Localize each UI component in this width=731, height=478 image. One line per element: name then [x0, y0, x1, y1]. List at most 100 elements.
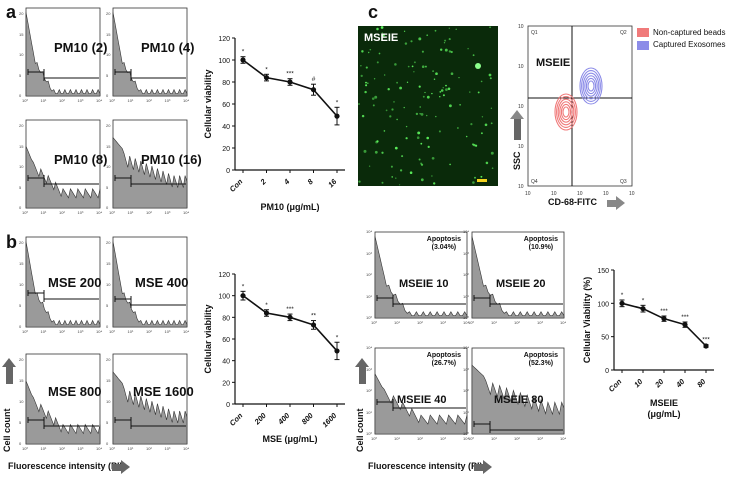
- significance-label: *: [242, 283, 245, 290]
- contour-captured: [584, 75, 598, 97]
- histogram-title: MSE 1600: [133, 384, 194, 399]
- x-tick-label: 10¹: [394, 436, 400, 441]
- x-tick-label: 10³: [77, 446, 84, 451]
- y-tick-label: 15: [106, 378, 111, 384]
- x-tick-label: 10³: [164, 329, 171, 334]
- fluorescent-particle: [365, 81, 367, 84]
- y-tick-label: 10¹: [463, 293, 469, 299]
- fluorescent-particle: [418, 85, 421, 88]
- fluorescent-particle: [369, 48, 372, 51]
- significance-label: #: [312, 76, 316, 83]
- significance-label: **: [311, 313, 317, 320]
- x-tick-label: 1600: [320, 410, 339, 429]
- y-tick-label: 10: [106, 164, 111, 170]
- fluorescent-particle: [427, 145, 430, 149]
- up-arrow-head-icon: [2, 358, 16, 367]
- fluorescent-particle: [418, 158, 421, 161]
- y-tick-label: 50: [601, 335, 609, 342]
- legend-label-captured: Captured Exosomes: [653, 40, 726, 50]
- ssc-label: SSC: [512, 151, 522, 170]
- y-tick-label: 0: [226, 168, 230, 175]
- micrograph-label: MSEIE: [364, 32, 399, 44]
- x-axis-label: MSE (μg/mL): [262, 434, 317, 444]
- contour-non-captured: [560, 103, 572, 121]
- fluorescent-particle: [389, 115, 392, 118]
- x-tick-label: 10¹: [127, 98, 134, 103]
- fluorescent-particle: [457, 127, 459, 129]
- y-tick-label: 100: [597, 301, 609, 308]
- legend-item-captured: Captured Exosomes: [637, 40, 726, 50]
- y-tick-label: 10³: [366, 366, 372, 372]
- y-tick-label: 100: [218, 58, 230, 65]
- significance-label: *: [265, 302, 268, 309]
- histogram-title: MSE 800: [48, 384, 102, 399]
- x-tick-label: 10⁴: [183, 98, 190, 103]
- fluorescent-particle: [490, 122, 493, 125]
- histogram-title: PM10 (2): [54, 40, 108, 55]
- cell-count-label-b: Cell count: [2, 408, 12, 452]
- x-tick-label: 2: [258, 176, 269, 187]
- data-point: [334, 113, 340, 119]
- x-tick-label: 10: [632, 376, 645, 389]
- fluorescent-particle: [390, 165, 393, 168]
- cd68-arrow-head-icon: [616, 196, 625, 210]
- histogram-title: PM10 (16): [141, 152, 202, 167]
- fluorescent-particle: [484, 123, 488, 127]
- fluorescent-particle: [373, 78, 376, 80]
- x-tick-label: 80: [695, 376, 708, 389]
- histogram-distribution: [25, 146, 101, 209]
- significance-label: *: [242, 49, 245, 56]
- fluorescent-particle: [439, 48, 443, 51]
- histogram-mse-200: 10⁰ 10¹ 10² 10³ 10⁴ 0 5 10 15 20 MSE 200: [19, 236, 102, 334]
- apoptosis-annotation: Apoptosis (3.04%): [427, 236, 461, 252]
- micrograph-image: MSEIE: [358, 26, 498, 186]
- fluorescent-particle: [431, 92, 433, 95]
- y-tick-label: 0: [19, 441, 22, 446]
- x-axis-label: PM10 (μg/mL): [260, 202, 319, 212]
- fluorescent-particle: [489, 26, 491, 29]
- significance-label: *: [336, 99, 339, 106]
- y-tick-label: 20: [19, 11, 24, 17]
- fluorescent-particle: [404, 42, 408, 45]
- x-tick-label: 10³: [164, 446, 171, 451]
- fluorescent-particle: [365, 84, 368, 87]
- histogram-plot: [25, 7, 101, 97]
- y-tick-label: 20: [222, 380, 230, 387]
- fluorescent-particle: [439, 91, 442, 93]
- fluorescent-particle: [477, 91, 480, 94]
- data-point: [640, 306, 646, 312]
- y-tick-label: 10²: [463, 272, 469, 277]
- x-tick-label: 10¹: [394, 320, 400, 325]
- x-tick-label: 10³: [77, 210, 84, 215]
- fluorescent-particle: [443, 42, 446, 44]
- fluorescent-particle: [371, 97, 375, 100]
- contour-non-captured: [562, 106, 570, 118]
- fluorescent-particle: [439, 96, 441, 98]
- significance-label: *: [265, 66, 268, 73]
- contour-y-tick: 10: [518, 184, 524, 190]
- fluorescent-particle: [485, 161, 489, 165]
- apoptosis-annotation: Apoptosis (26.7%): [427, 352, 461, 368]
- fluorescent-particle: [432, 70, 435, 73]
- apoptosis-value: (3.04%): [431, 244, 457, 251]
- x-tick-label: 10⁰: [22, 98, 29, 103]
- x-tick-label: 10⁰: [22, 446, 29, 451]
- y-tick-label: 20: [106, 11, 111, 17]
- fluorescent-particle: [385, 109, 388, 112]
- y-axis-label: Cellular viability: [203, 304, 213, 373]
- fluorescent-particle: [366, 82, 369, 85]
- x-tick-label: 10³: [164, 210, 171, 215]
- x-tick-label: Con: [228, 177, 245, 194]
- x-tick-label: 40: [673, 376, 687, 390]
- significance-label: ***: [286, 71, 294, 78]
- cd68-arrow-icon: [607, 200, 617, 207]
- fluorescent-particle: [490, 107, 493, 109]
- data-point: [240, 57, 246, 63]
- data-point: [287, 79, 293, 85]
- fluorescent-particle: [405, 137, 408, 140]
- histogram-distribution: [25, 12, 101, 97]
- apoptosis-value: (52.3%): [528, 360, 554, 367]
- histogram-mse-400: 10⁰ 10¹ 10² 10³ 10⁴ 0 5 10 15 20 MSE 400: [106, 236, 189, 334]
- contour-x-tick: 10: [577, 191, 583, 197]
